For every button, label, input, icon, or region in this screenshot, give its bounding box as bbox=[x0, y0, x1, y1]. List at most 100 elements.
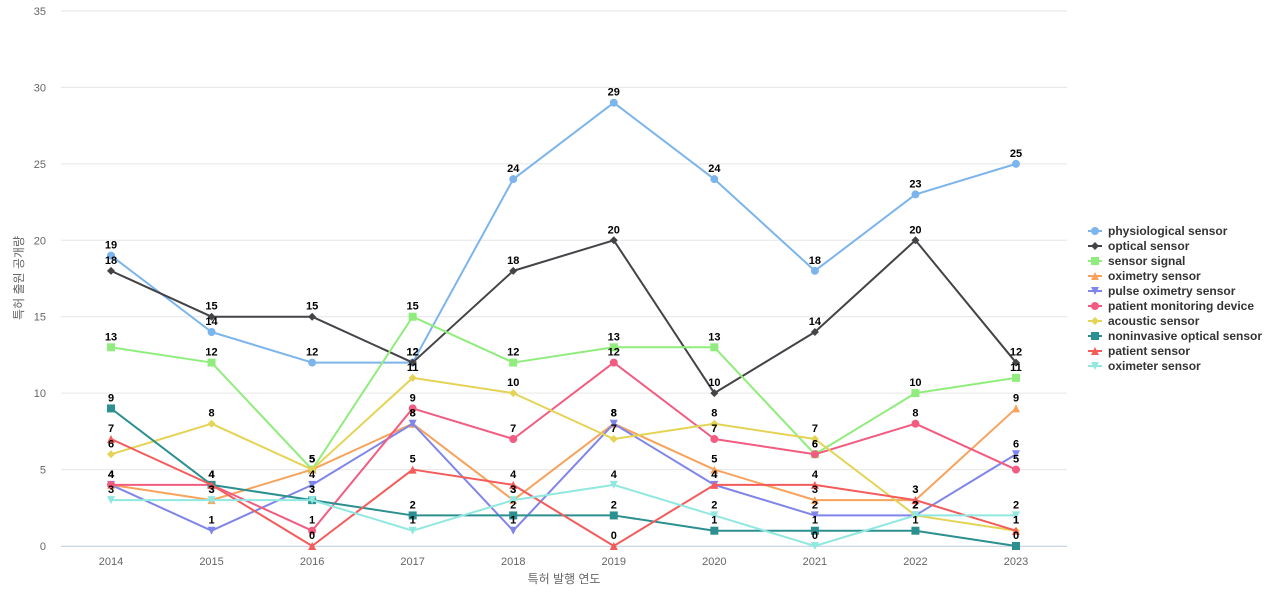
legend-item[interactable]: pulse oximetry sensor bbox=[1088, 284, 1236, 298]
data-label: 5 bbox=[309, 454, 315, 466]
legend-item[interactable]: oximetry sensor bbox=[1088, 269, 1201, 283]
data-label: 2 bbox=[812, 499, 818, 511]
data-label: 3 bbox=[912, 484, 918, 496]
data-label: 3 bbox=[108, 484, 114, 496]
data-point bbox=[207, 419, 216, 428]
data-label: 9 bbox=[108, 392, 114, 404]
x-tick-label: 2021 bbox=[803, 556, 827, 568]
data-point bbox=[710, 419, 719, 428]
series-physiological-sensor bbox=[107, 98, 1020, 367]
legend-marker bbox=[1091, 287, 1099, 295]
data-label: 7 bbox=[711, 423, 717, 435]
data-point bbox=[408, 312, 417, 321]
data-point bbox=[810, 496, 819, 505]
data-label: 6 bbox=[812, 438, 818, 450]
data-point bbox=[408, 465, 417, 474]
legend-marker bbox=[1091, 227, 1099, 235]
data-point bbox=[609, 358, 618, 367]
series-line bbox=[110, 407, 1017, 502]
data-label: 3 bbox=[208, 484, 214, 496]
legend-marker bbox=[1091, 317, 1099, 325]
legend-marker bbox=[1091, 257, 1099, 265]
legend-item[interactable]: noninvasive optical sensor bbox=[1088, 329, 1262, 343]
data-label: 5 bbox=[410, 454, 416, 466]
data-label: 15 bbox=[407, 301, 419, 313]
data-point bbox=[609, 343, 618, 352]
data-label: 12 bbox=[407, 347, 419, 359]
data-label: 20 bbox=[608, 224, 620, 236]
data-point bbox=[1012, 404, 1020, 413]
data-label: 1 bbox=[812, 515, 818, 527]
data-point bbox=[609, 98, 618, 107]
data-label: 0 bbox=[611, 530, 617, 542]
data-label: 0 bbox=[1013, 530, 1019, 542]
series-oximeter-sensor bbox=[107, 480, 1020, 550]
legend-label: sensor signal bbox=[1108, 254, 1185, 268]
x-tick-label: 2014 bbox=[99, 556, 123, 568]
data-point bbox=[207, 496, 216, 505]
data-point bbox=[107, 404, 115, 413]
data-point bbox=[911, 419, 920, 428]
data-label: 8 bbox=[208, 408, 214, 420]
data-label: 3 bbox=[812, 484, 818, 496]
data-label: 29 bbox=[608, 87, 620, 99]
data-label: 15 bbox=[205, 301, 217, 313]
data-point bbox=[509, 175, 518, 184]
data-label: 1 bbox=[1013, 515, 1019, 527]
data-label: 6 bbox=[1013, 438, 1019, 450]
legend-item[interactable]: patient monitoring device bbox=[1088, 299, 1254, 313]
data-point bbox=[509, 435, 518, 443]
legend-item[interactable]: sensor signal bbox=[1088, 254, 1185, 268]
y-tick-label: 5 bbox=[40, 465, 46, 477]
data-label: 2 bbox=[912, 499, 918, 511]
y-tick-label: 30 bbox=[34, 82, 46, 94]
data-label: 2 bbox=[510, 499, 516, 511]
data-point bbox=[1012, 373, 1020, 382]
data-label: 4 bbox=[309, 469, 316, 481]
data-label: 8 bbox=[611, 408, 617, 420]
data-point bbox=[911, 190, 920, 199]
data-label: 1 bbox=[912, 515, 918, 527]
data-point bbox=[509, 358, 518, 367]
data-label: 8 bbox=[711, 408, 717, 420]
y-tick-label: 20 bbox=[34, 235, 46, 247]
series-line bbox=[110, 315, 1017, 471]
legend-label: oximeter sensor bbox=[1108, 359, 1201, 373]
legend-item[interactable]: oximeter sensor bbox=[1088, 359, 1201, 373]
data-point bbox=[1012, 450, 1020, 459]
data-point bbox=[308, 496, 317, 505]
data-point bbox=[609, 511, 618, 520]
data-point bbox=[408, 511, 417, 520]
data-label: 18 bbox=[809, 255, 821, 267]
data-label: 19 bbox=[105, 240, 117, 252]
data-label: 2 bbox=[912, 499, 918, 511]
data-point bbox=[308, 465, 317, 474]
data-point bbox=[810, 480, 819, 489]
data-label: 0 bbox=[812, 530, 818, 542]
y-tick-label: 10 bbox=[34, 388, 46, 400]
data-label: 5 bbox=[1013, 454, 1019, 466]
data-point bbox=[609, 542, 618, 550]
data-label: 23 bbox=[909, 178, 921, 190]
legend-item[interactable]: physiological sensor bbox=[1088, 224, 1228, 238]
data-point bbox=[810, 435, 819, 443]
legend-marker bbox=[1091, 242, 1099, 250]
legend-item[interactable]: optical sensor bbox=[1088, 239, 1190, 253]
data-point bbox=[207, 358, 216, 367]
data-label: 8 bbox=[410, 408, 416, 420]
legend-item[interactable]: acoustic sensor bbox=[1088, 314, 1200, 328]
data-point bbox=[911, 389, 920, 398]
legend-label: pulse oximetry sensor bbox=[1108, 284, 1236, 298]
data-label: 13 bbox=[105, 331, 117, 343]
data-label: 10 bbox=[909, 377, 921, 389]
legend-item[interactable]: patient sensor bbox=[1088, 344, 1190, 358]
data-label: 25 bbox=[1010, 148, 1022, 160]
series-line bbox=[111, 483, 1016, 547]
data-point bbox=[509, 480, 518, 489]
legend-label: noninvasive optical sensor bbox=[1108, 329, 1262, 343]
data-label: 2 bbox=[611, 499, 617, 511]
y-axis-ticks: 0 5 10 15 20 25 30 35 bbox=[34, 6, 46, 553]
data-label: 18 bbox=[507, 255, 519, 267]
x-tick-label: 2015 bbox=[199, 556, 223, 568]
data-label: 20 bbox=[909, 224, 921, 236]
